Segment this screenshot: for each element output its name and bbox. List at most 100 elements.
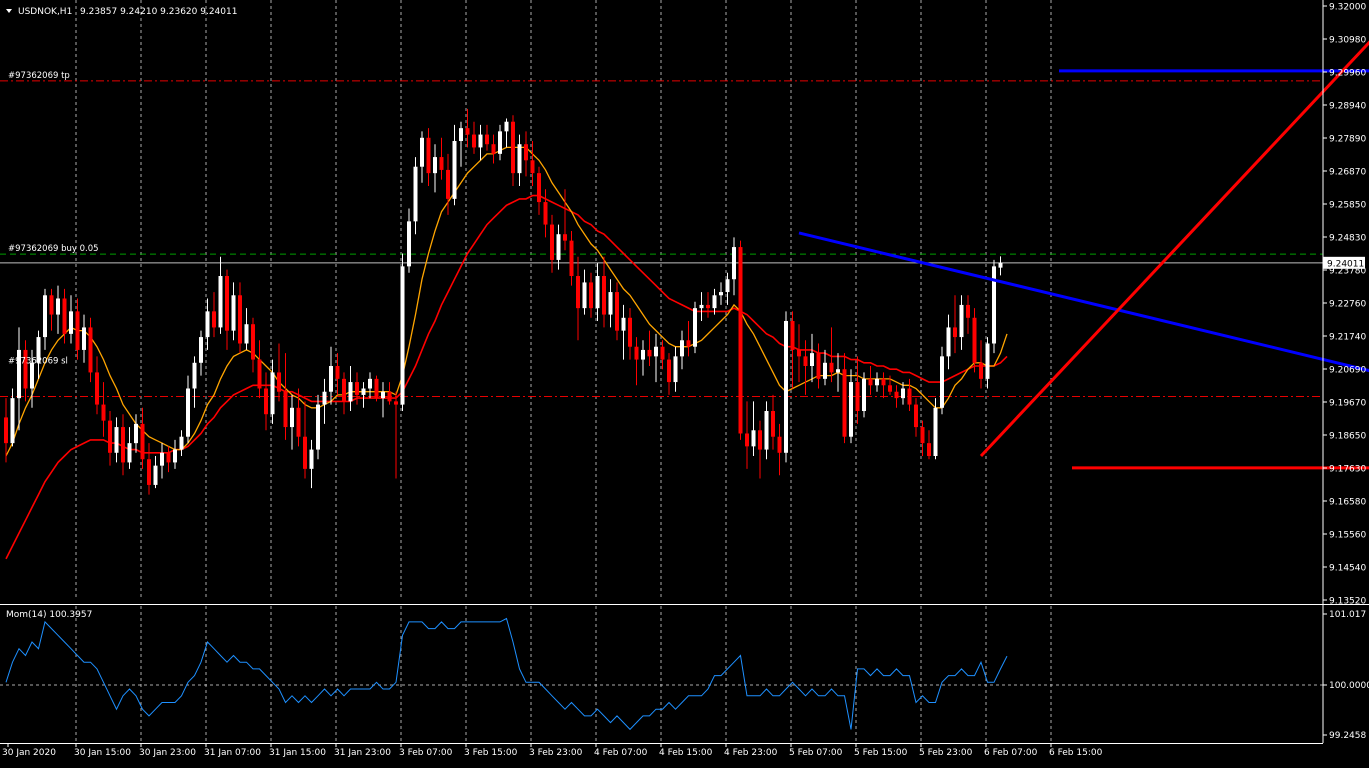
candle-bear	[953, 327, 957, 338]
time-tick-label: 3 Feb 07:00	[399, 748, 453, 758]
entry-level-label: #97362069 buy 0.05	[8, 244, 99, 254]
red-trendline[interactable]	[979, 6, 1369, 458]
price-tick-label: 9.26870	[1329, 168, 1366, 178]
candle-bear	[972, 317, 977, 363]
price-tick-label: 9.13520	[1329, 597, 1366, 607]
triangle-down-icon[interactable]	[6, 9, 12, 13]
trendlines-layer[interactable]	[798, 6, 1369, 470]
candle-bear	[485, 134, 489, 145]
candle-bear	[738, 247, 743, 434]
time-tick-label: 4 Feb 15:00	[659, 748, 713, 758]
candle-bear	[472, 134, 476, 148]
candle-bear	[660, 346, 665, 360]
candle-bear	[797, 349, 801, 357]
candle-bear	[842, 369, 847, 437]
price-tick-label: 9.17630	[1329, 465, 1366, 475]
candle-bear	[296, 407, 301, 437]
candle-bear	[777, 436, 782, 453]
blue-trendline[interactable]	[798, 231, 1369, 379]
candle-bull	[478, 134, 483, 148]
candle-bull	[329, 366, 333, 392]
candle-bear	[602, 276, 606, 315]
candle-bull	[309, 449, 314, 469]
candle-bull	[368, 378, 372, 389]
time-tick-label: 6 Feb 15:00	[1049, 748, 1103, 758]
candle-bull	[244, 324, 249, 344]
candle-bull	[433, 157, 437, 174]
time-tick-label: 31 Jan 07:00	[204, 748, 261, 758]
time-tick-label: 3 Feb 15:00	[464, 748, 518, 758]
candle-bear	[628, 317, 632, 347]
candle-bear	[868, 378, 873, 386]
candle-bull	[556, 234, 561, 260]
candle-bull	[381, 391, 385, 399]
candle-bear	[264, 388, 268, 415]
price-tick-label: 9.30980	[1329, 36, 1366, 46]
price-tick-label: 9.25850	[1329, 201, 1366, 211]
candle-bull	[127, 443, 132, 463]
candle-bull	[654, 346, 658, 357]
candle-bear	[979, 362, 983, 379]
price-tick-label: 9.20690	[1329, 366, 1366, 376]
candles-layer	[4, 108, 1003, 495]
momentum-tick-label: 99.2458	[1329, 731, 1366, 741]
time-tick-label: 6 Feb 07:00	[984, 748, 1038, 758]
candle-bear	[108, 420, 112, 453]
candle-bull	[693, 308, 697, 347]
candle-bull	[56, 298, 60, 315]
candle-bear	[816, 353, 821, 379]
candle-bull	[582, 282, 587, 309]
candle-bull	[498, 131, 502, 154]
candle-bear	[569, 240, 574, 276]
candle-bear	[790, 321, 795, 350]
momentum-line	[5, 617, 1008, 731]
candle-bear	[907, 388, 912, 405]
candle-bear	[166, 452, 171, 463]
candle-bear	[257, 359, 262, 389]
candle-bull	[316, 404, 320, 450]
candle-bull	[400, 266, 405, 405]
candle-bear	[95, 372, 99, 405]
candle-bull	[413, 166, 418, 222]
candle-bear	[88, 327, 93, 373]
candle-bear	[706, 304, 710, 309]
candle-bull	[517, 144, 522, 174]
time-tick-label: 5 Feb 07:00	[789, 748, 843, 758]
candle-bear	[537, 173, 541, 203]
candle-bull	[290, 407, 294, 428]
candle-bear	[251, 324, 255, 360]
price-tick-label: 9.15560	[1329, 531, 1366, 541]
candle-bull	[10, 398, 15, 444]
tp-level-label: #97362069 tp	[8, 71, 70, 81]
price-tick-label: 9.27890	[1329, 135, 1366, 145]
candle-bull	[875, 378, 879, 386]
ma-slow-line	[5, 194, 1008, 560]
candle-bull	[30, 362, 34, 389]
time-tick-label: 30 Jan 15:00	[74, 748, 131, 758]
candle-bear	[881, 378, 886, 386]
candle-bear	[387, 391, 392, 402]
candle-bear	[634, 346, 639, 360]
time-tick-label: 4 Feb 23:00	[724, 748, 778, 758]
candle-bear	[745, 433, 749, 447]
candle-bull	[901, 388, 905, 399]
candle-bear	[927, 443, 931, 456]
candle-bull	[179, 436, 184, 450]
candle-bull	[17, 349, 21, 399]
momentum-tick-label: 101.017	[1329, 610, 1366, 620]
candle-bull	[595, 276, 600, 309]
price-tick-label: 9.21740	[1329, 333, 1366, 343]
chart-symbol: USDNOK,H1	[18, 7, 72, 17]
candle-bull	[810, 353, 814, 366]
candle-bull	[82, 327, 86, 350]
price-tick-label: 9.32000	[1329, 3, 1366, 13]
time-tick-label: 30 Jan 2020	[2, 748, 56, 758]
candle-bear	[394, 401, 398, 405]
candle-bear	[147, 459, 151, 485]
candle-bear	[303, 436, 307, 469]
time-tick-label: 3 Feb 23:00	[529, 748, 583, 758]
time-tick-label: 30 Jan 23:00	[139, 748, 196, 758]
candle-bull	[998, 262, 1003, 268]
